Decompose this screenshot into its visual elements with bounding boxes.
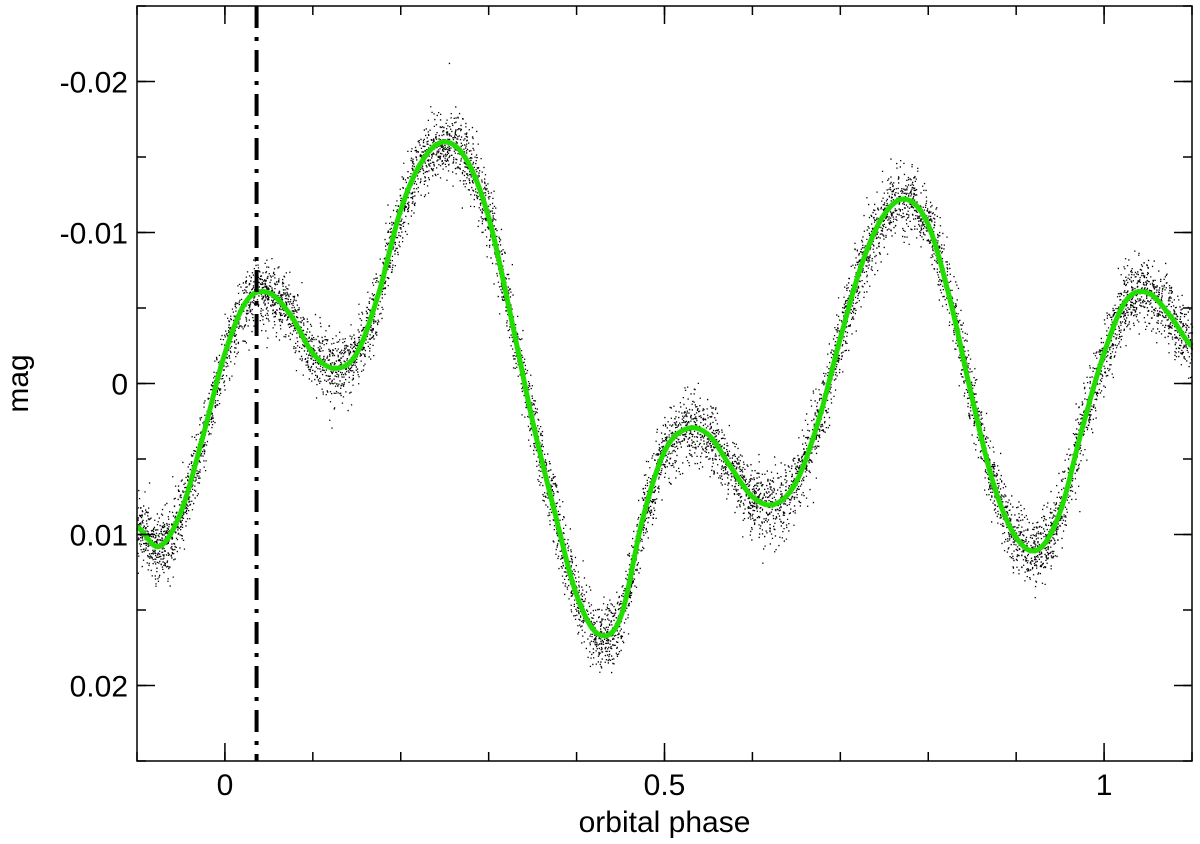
y-tick-label: -0.02 <box>60 67 128 100</box>
x-tick-label: 1 <box>1096 769 1113 802</box>
axis-ticks <box>136 5 1193 762</box>
y-tick-label: 0.01 <box>70 520 128 553</box>
x-tick-label: 0.5 <box>644 769 686 802</box>
model-curve-layer <box>135 139 1194 639</box>
x-axis-label: orbital phase <box>579 806 751 839</box>
y-tick-label: 0.02 <box>70 671 128 704</box>
y-tick-label: -0.01 <box>60 218 128 251</box>
y-tick-label: 0 <box>111 369 128 402</box>
plot-frame <box>136 5 1193 762</box>
tick-labels: 0 0.5 1 -0.02 -0.01 0 0.01 0.02 <box>60 67 1113 803</box>
x-tick-label: 0 <box>217 769 234 802</box>
y-axis-label: mag <box>2 354 35 412</box>
model-curve <box>135 139 1194 639</box>
scatter-points <box>137 62 1194 674</box>
scatter-band <box>137 62 1194 674</box>
